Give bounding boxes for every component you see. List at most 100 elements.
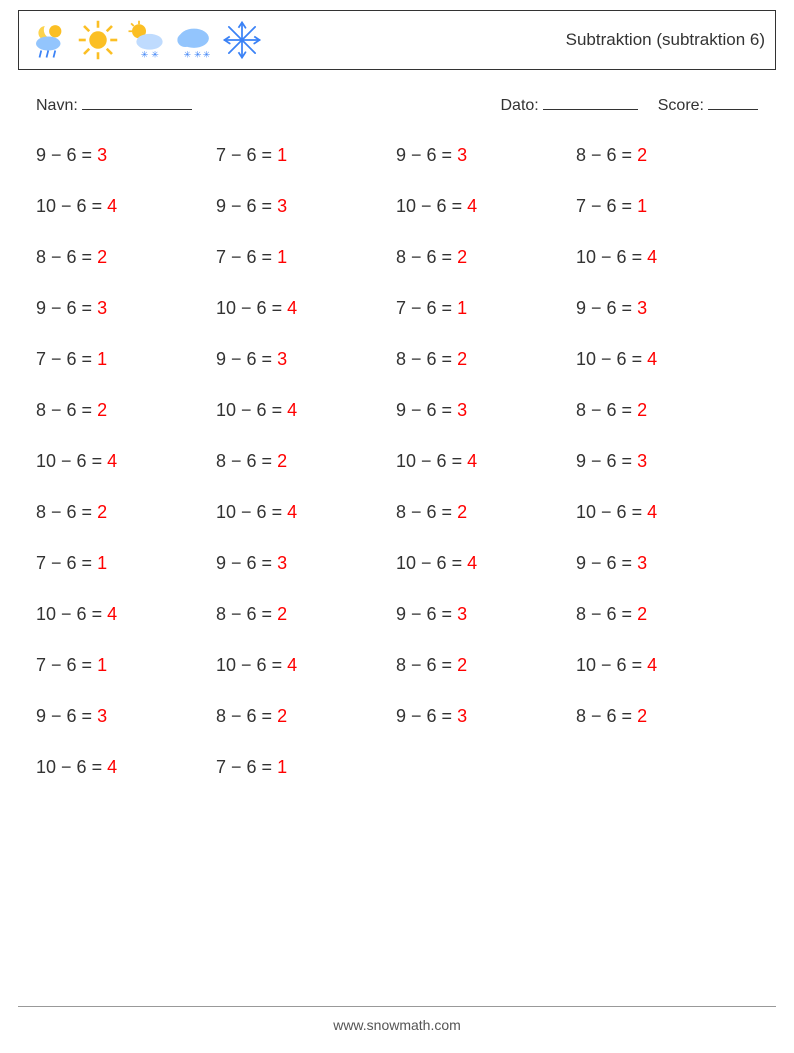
operand-a: 8 — [576, 400, 586, 420]
answer: 3 — [277, 349, 287, 369]
operand-b: 6 — [437, 451, 447, 471]
answer: 3 — [637, 298, 647, 318]
problem-cell: 8 − 6 = 2 — [216, 604, 396, 625]
weather-icon-strip: ✳ ✳ ✳ ✳ ✳ — [29, 19, 263, 61]
svg-text:✳: ✳ — [194, 50, 202, 60]
date-blank[interactable] — [543, 94, 638, 110]
problem-cell: 7 − 6 = 1 — [216, 757, 396, 778]
operand-b: 6 — [427, 706, 437, 726]
answer: 2 — [637, 145, 647, 165]
operand-b: 6 — [607, 706, 617, 726]
answer: 4 — [467, 553, 477, 573]
operand-a: 7 — [216, 757, 226, 777]
operand-a: 10 — [396, 451, 416, 471]
meta-row: Navn: Dato: Score: — [18, 70, 776, 127]
operand-b: 6 — [77, 451, 87, 471]
answer: 1 — [97, 349, 107, 369]
problem-cell: 8 − 6 = 2 — [396, 247, 576, 268]
problem-row: 8 − 6 = 210 − 6 = 49 − 6 = 38 − 6 = 2 — [36, 400, 776, 421]
operand-a: 10 — [396, 553, 416, 573]
problem-cell: 10 − 6 = 4 — [36, 757, 216, 778]
operand-b: 6 — [67, 502, 77, 522]
problem-cell: 7 − 6 = 1 — [36, 349, 216, 370]
operand-a: 9 — [216, 196, 226, 216]
problem-row: 7 − 6 = 19 − 6 = 310 − 6 = 49 − 6 = 3 — [36, 553, 776, 574]
problem-cell: 10 − 6 = 4 — [216, 655, 396, 676]
answer: 2 — [637, 400, 647, 420]
operand-b: 6 — [77, 196, 87, 216]
answer: 4 — [647, 247, 657, 267]
answer: 2 — [97, 400, 107, 420]
operand-b: 6 — [247, 706, 257, 726]
problem-row: 10 − 6 = 48 − 6 = 210 − 6 = 49 − 6 = 3 — [36, 451, 776, 472]
answer: 3 — [97, 298, 107, 318]
problem-cell: 10 − 6 = 4 — [216, 400, 396, 421]
operand-b: 6 — [257, 400, 267, 420]
operand-b: 6 — [67, 655, 77, 675]
operand-a: 9 — [576, 451, 586, 471]
date-label: Dato: — [501, 97, 539, 115]
name-blank[interactable] — [82, 94, 192, 110]
problem-row: 8 − 6 = 210 − 6 = 48 − 6 = 210 − 6 = 4 — [36, 502, 776, 523]
header-box: ✳ ✳ ✳ ✳ ✳ — [18, 10, 776, 70]
operand-a: 10 — [396, 196, 416, 216]
problem-cell: 8 − 6 = 2 — [396, 655, 576, 676]
answer: 4 — [107, 604, 117, 624]
operand-b: 6 — [607, 196, 617, 216]
problem-cell: 8 − 6 = 2 — [36, 400, 216, 421]
operand-b: 6 — [437, 196, 447, 216]
problem-cell: 7 − 6 = 1 — [36, 655, 216, 676]
problem-cell: 9 − 6 = 3 — [396, 604, 576, 625]
operand-b: 6 — [617, 502, 627, 522]
operand-a: 10 — [576, 655, 596, 675]
operand-a: 8 — [216, 451, 226, 471]
problem-cell: 7 − 6 = 1 — [576, 196, 756, 217]
problem-row: 8 − 6 = 27 − 6 = 18 − 6 = 210 − 6 = 4 — [36, 247, 776, 268]
operand-b: 6 — [427, 298, 437, 318]
operand-b: 6 — [427, 604, 437, 624]
operand-a: 9 — [396, 145, 406, 165]
operand-a: 7 — [36, 655, 46, 675]
problem-cell: 10 − 6 = 4 — [36, 604, 216, 625]
problem-cell: 10 − 6 = 4 — [576, 247, 756, 268]
score-blank[interactable] — [708, 94, 758, 110]
problem-cell: 10 − 6 = 4 — [396, 451, 576, 472]
svg-text:✳: ✳ — [203, 50, 211, 60]
problem-cell: 8 − 6 = 2 — [396, 349, 576, 370]
answer: 4 — [107, 451, 117, 471]
operand-b: 6 — [247, 145, 257, 165]
svg-text:✳: ✳ — [151, 50, 159, 60]
problem-cell: 10 − 6 = 4 — [36, 451, 216, 472]
answer: 4 — [287, 298, 297, 318]
answer: 3 — [637, 451, 647, 471]
svg-text:✳: ✳ — [184, 50, 192, 60]
answer: 2 — [637, 604, 647, 624]
operand-a: 9 — [576, 553, 586, 573]
problem-cell: 8 − 6 = 2 — [396, 502, 576, 523]
operand-a: 8 — [576, 145, 586, 165]
operand-b: 6 — [247, 451, 257, 471]
problem-row: 7 − 6 = 19 − 6 = 38 − 6 = 210 − 6 = 4 — [36, 349, 776, 370]
operand-a: 7 — [216, 247, 226, 267]
sun-icon — [77, 19, 119, 61]
problem-cell: 10 − 6 = 4 — [576, 655, 756, 676]
svg-text:✳: ✳ — [141, 50, 149, 60]
operand-b: 6 — [67, 349, 77, 369]
name-label: Navn: — [36, 97, 78, 115]
problem-cell: 8 − 6 = 2 — [576, 400, 756, 421]
operand-b: 6 — [427, 400, 437, 420]
operand-b: 6 — [607, 604, 617, 624]
worksheet-title: Subtraktion (subtraktion 6) — [566, 30, 765, 50]
operand-a: 9 — [576, 298, 586, 318]
operand-a: 7 — [396, 298, 406, 318]
answer: 4 — [287, 655, 297, 675]
operand-a: 10 — [36, 604, 56, 624]
problem-cell: 8 − 6 = 2 — [216, 451, 396, 472]
operand-b: 6 — [67, 706, 77, 726]
operand-a: 8 — [396, 349, 406, 369]
answer: 4 — [467, 451, 477, 471]
operand-b: 6 — [617, 655, 627, 675]
operand-b: 6 — [247, 247, 257, 267]
operand-a: 7 — [576, 196, 586, 216]
operand-a: 9 — [36, 298, 46, 318]
